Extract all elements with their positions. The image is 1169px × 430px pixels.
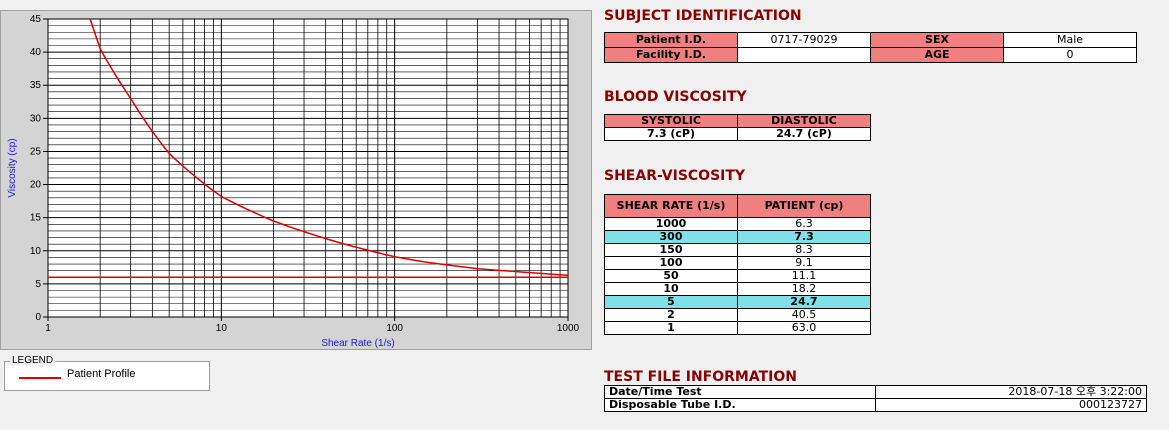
- y-tick-label: 15: [30, 213, 42, 224]
- table-row: 150 8.3: [604, 243, 871, 257]
- test-file-information-table: Date/Time Test 2018-07-18 오후 3:22:00 Dis…: [604, 385, 1147, 412]
- date-time-test-label: Date/Time Test: [604, 385, 876, 399]
- table-row: 100 9.1: [604, 256, 871, 270]
- y-tick-label: 20: [30, 180, 42, 191]
- table-row: Facility I.D. AGE 0: [604, 47, 1137, 63]
- systolic-label: SYSTOLIC: [604, 114, 738, 128]
- table-row: 7.3 (cP) 24.7 (cP): [604, 127, 871, 141]
- patient-column-header: PATIENT (cp): [737, 194, 871, 218]
- age-value: 0: [1003, 47, 1137, 63]
- shear-rate-cell: 1: [604, 321, 738, 335]
- table-row: 10 18.2: [604, 282, 871, 296]
- legend-title: LEGEND: [10, 355, 56, 366]
- date-time-test-value: 2018-07-18 오후 3:22:00: [875, 385, 1147, 399]
- x-tick-label: 10: [216, 323, 228, 334]
- y-tick-label: 35: [30, 80, 42, 91]
- patient-id-label: Patient I.D.: [604, 32, 738, 48]
- table-row: 1 63.0: [604, 321, 871, 335]
- age-label: AGE: [870, 47, 1004, 63]
- shear-rate-column-header: SHEAR RATE (1/s): [604, 194, 738, 218]
- viscosity-chart-panel: 0 5 10 15 20 25 30 35 40 45 1 10 100 1000 Shear Rate (…: [0, 10, 592, 350]
- patient-viscosity-cell: 6.3: [737, 217, 871, 231]
- patient-viscosity-cell: 7.3: [737, 230, 871, 244]
- table-row: 2 40.5: [604, 308, 871, 322]
- test-file-information-title: TEST FILE INFORMATION: [604, 369, 797, 385]
- x-tick-label: 1: [45, 323, 51, 334]
- shear-rate-cell: 1000: [604, 217, 738, 231]
- y-tick-label: 40: [30, 47, 42, 58]
- systolic-value: 7.3 (cP): [604, 127, 738, 141]
- y-tick-label: 0: [35, 312, 41, 323]
- disposable-tube-id-label: Disposable Tube I.D.: [604, 398, 876, 412]
- y-tick-label: 25: [30, 146, 42, 157]
- table-row: Disposable Tube I.D. 000123727: [604, 398, 1147, 412]
- y-tick-label: 45: [30, 14, 42, 25]
- patient-viscosity-cell: 24.7: [737, 295, 871, 309]
- facility-id-value: [737, 47, 871, 63]
- legend-box: Patient Profile: [4, 361, 210, 391]
- sex-value: Male: [1003, 32, 1137, 48]
- shear-rate-cell: 50: [604, 269, 738, 283]
- y-tick-label: 30: [30, 113, 42, 124]
- table-row: Date/Time Test 2018-07-18 오후 3:22:00: [604, 385, 1147, 399]
- table-row: SYSTOLIC DIASTOLIC: [604, 114, 871, 128]
- x-tick-label: 100: [386, 323, 403, 334]
- shear-rate-cell: 300: [604, 230, 738, 244]
- blood-viscosity-title: BLOOD VISCOSITY: [604, 89, 747, 105]
- shear-rate-cell: 150: [604, 243, 738, 257]
- table-row: 300 7.3: [604, 230, 871, 244]
- sex-label: SEX: [870, 32, 1004, 48]
- patient-id-value: 0717-79029: [737, 32, 871, 48]
- shear-viscosity-title: SHEAR-VISCOSITY: [604, 168, 746, 184]
- patient-viscosity-cell: 18.2: [737, 282, 871, 296]
- table-header-row: SHEAR RATE (1/s) PATIENT (cp): [604, 194, 871, 218]
- subject-identification-table: Patient I.D. 0717-79029 SEX Male Facilit…: [604, 32, 1137, 63]
- y-axis-title: Viscosity (cp): [7, 138, 18, 197]
- series-line-patient-profile: [89, 18, 569, 277]
- table-row: 5 24.7: [604, 295, 871, 309]
- patient-viscosity-cell: 9.1: [737, 256, 871, 270]
- patient-viscosity-cell: 11.1: [737, 269, 871, 283]
- table-row: 1000 6.3: [604, 217, 871, 231]
- plot-area: [47, 18, 569, 318]
- shear-viscosity-table: SHEAR RATE (1/s) PATIENT (cp) 1000 6.3 300…: [604, 194, 871, 335]
- y-tick-label: 10: [30, 246, 42, 257]
- disposable-tube-id-value: 000123727: [875, 398, 1147, 412]
- viscosity-chart: 0 5 10 15 20 25 30 35 40 45 1 10 100 1000 Shear Rate (…: [7, 14, 580, 349]
- patient-viscosity-cell: 40.5: [737, 308, 871, 322]
- diastolic-value: 24.7 (cP): [737, 127, 871, 141]
- shear-rate-cell: 100: [604, 256, 738, 270]
- x-axis-title: Shear Rate (1/s): [321, 338, 394, 349]
- shear-rate-cell: 2: [604, 308, 738, 322]
- subject-identification-title: SUBJECT IDENTIFICATION: [604, 8, 802, 24]
- table-row: Patient I.D. 0717-79029 SEX Male: [604, 32, 1137, 48]
- x-tick-label: 1000: [557, 323, 580, 334]
- patient-viscosity-cell: 8.3: [737, 243, 871, 257]
- patient-viscosity-cell: 63.0: [737, 321, 871, 335]
- diastolic-label: DIASTOLIC: [737, 114, 871, 128]
- y-tick-label: 5: [35, 279, 41, 290]
- legend-entry-patient-profile: Patient Profile: [67, 368, 136, 380]
- legend-swatch-patient-profile: [19, 377, 61, 379]
- table-row: 50 11.1: [604, 269, 871, 283]
- shear-rate-cell: 5: [604, 295, 738, 309]
- facility-id-label: Facility I.D.: [604, 47, 738, 63]
- blood-viscosity-table: SYSTOLIC DIASTOLIC 7.3 (cP) 24.7 (cP): [604, 114, 871, 141]
- shear-rate-cell: 10: [604, 282, 738, 296]
